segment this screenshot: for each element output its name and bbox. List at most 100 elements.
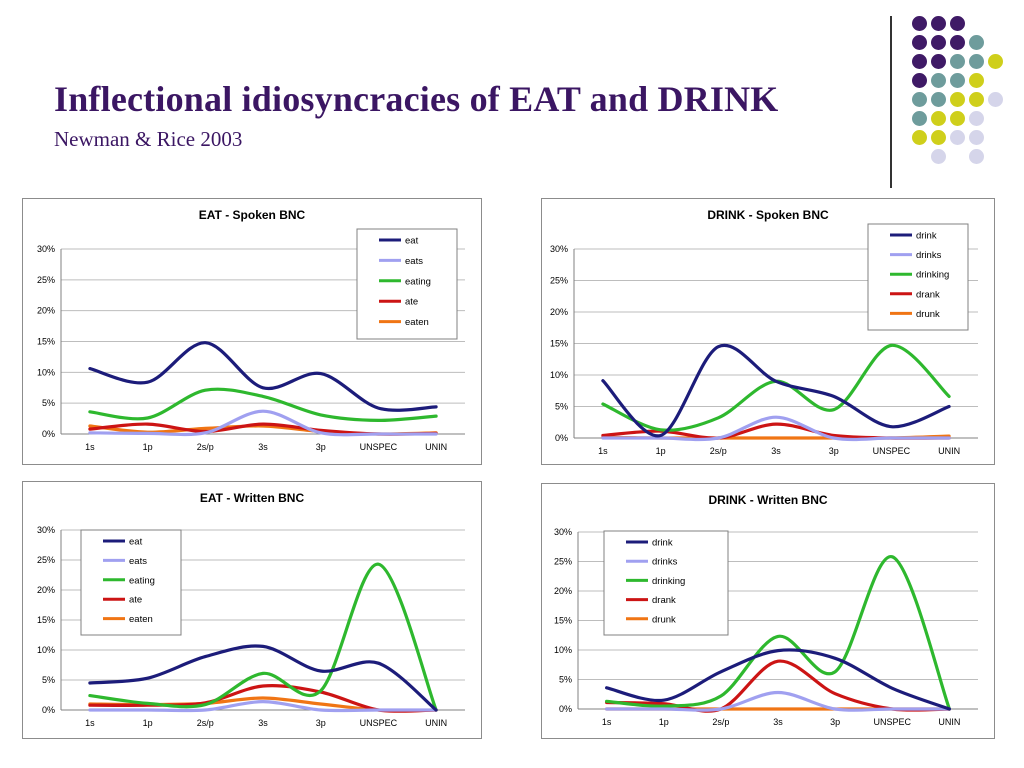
decorative-dot <box>931 92 946 107</box>
y-tick-label: 10% <box>37 367 55 377</box>
y-tick-label: 5% <box>559 675 572 685</box>
slide-subtitle: Newman & Rice 2003 <box>54 127 243 151</box>
x-tick-label: 1p <box>143 442 153 452</box>
y-tick-label: 0% <box>559 704 572 714</box>
chart-eat-written: EAT - Written BNC 0% 5% 10% 15% 20% 25% 30% 1s 1p… <box>22 481 482 739</box>
legend-label-ate: ate <box>129 595 142 606</box>
y-tick-label: 0% <box>42 705 55 715</box>
series-line-eat <box>88 644 438 712</box>
x-tick-label: 2s/p <box>197 718 214 728</box>
legend-label-drink: drink <box>652 538 673 549</box>
decorative-dot <box>931 54 946 69</box>
series-line-eats <box>88 409 438 437</box>
chart-title: DRINK - Spoken BNC <box>707 208 829 222</box>
x-tick-label: 1s <box>602 717 612 727</box>
decorative-dot <box>950 73 965 88</box>
legend-label-drunk: drunk <box>916 309 940 320</box>
series-line-eating <box>88 562 438 712</box>
decorative-dot <box>950 54 965 69</box>
y-tick-label: 20% <box>37 585 55 595</box>
y-tick-label: 25% <box>550 276 568 286</box>
x-tick-label: 1s <box>85 718 95 728</box>
decorative-dot <box>931 73 946 88</box>
x-tick-label: 3p <box>829 446 839 456</box>
chart-legend: drink drinks drinking drank drunk <box>867 223 969 331</box>
decorative-dot <box>950 92 965 107</box>
x-tick-label: 2s/p <box>197 442 214 452</box>
decorative-dot <box>950 111 965 126</box>
decorative-dot <box>912 54 927 69</box>
y-tick-label: 0% <box>555 433 568 443</box>
chart-eat-spoken: EAT - Spoken BNC 0% 5% 10% 15% 20% 25% 30% 1s 1p 2… <box>22 198 482 465</box>
y-tick-label: 30% <box>550 244 568 254</box>
decorative-dot <box>931 149 946 164</box>
y-tick-label: 15% <box>554 616 572 626</box>
legend-label-eats: eats <box>405 256 423 267</box>
decorative-dot <box>950 16 965 31</box>
y-tick-label: 5% <box>42 675 55 685</box>
x-tick-label: 3s <box>258 442 268 452</box>
x-tick-label: UNIN <box>425 718 447 728</box>
x-tick-label: 3s <box>258 718 268 728</box>
y-tick-label: 25% <box>37 555 55 565</box>
legend-box <box>603 530 729 636</box>
x-tick-label: UNIN <box>938 717 960 727</box>
y-tick-label: 25% <box>37 275 55 285</box>
legend-label-eats: eats <box>129 556 147 567</box>
y-tick-label: 10% <box>37 645 55 655</box>
decorative-dot <box>931 16 946 31</box>
x-tick-label: UNIN <box>425 442 447 452</box>
series-line-drinks <box>605 690 951 712</box>
decorative-dot <box>969 35 984 50</box>
chart-svg: EAT - Spoken BNC 0% 5% 10% 15% 20% 25% 30% 1s 1p 2… <box>37 208 465 452</box>
x-tick-label: 2s/p <box>710 446 727 456</box>
chart-legend: eat eats eating ate eaten <box>80 529 182 636</box>
decorative-dot <box>969 73 984 88</box>
x-tick-label: 1p <box>659 717 669 727</box>
legend-box <box>356 228 458 340</box>
legend-label-ate: ate <box>405 297 418 308</box>
legend-label-drinking: drinking <box>916 270 949 281</box>
y-tick-label: 30% <box>37 244 55 254</box>
legend-label-eaten: eaten <box>129 614 153 625</box>
chart-svg: EAT - Written BNC 0% 5% 10% 15% 20% 25% 30% 1s 1p… <box>37 491 465 728</box>
decorative-dot <box>969 54 984 69</box>
legend-label-drunk: drunk <box>652 614 676 625</box>
series-line-eat <box>88 341 438 412</box>
y-tick-label: 0% <box>42 429 55 439</box>
x-tick-label: 3p <box>830 717 840 727</box>
decorative-dot <box>950 35 965 50</box>
x-tick-label: UNSPEC <box>360 718 398 728</box>
legend-label-drank: drank <box>916 289 940 300</box>
legend-label-drinks: drinks <box>916 250 942 261</box>
decorative-dot <box>931 111 946 126</box>
x-tick-label: 3p <box>316 718 326 728</box>
decorative-dot <box>988 92 1003 107</box>
x-tick-label: 3s <box>773 717 783 727</box>
x-tick-label: 1p <box>143 718 153 728</box>
decorative-dot <box>969 149 984 164</box>
decorative-dot <box>969 111 984 126</box>
decorative-dot <box>912 130 927 145</box>
decorative-dot <box>950 130 965 145</box>
x-tick-label: 1s <box>598 446 608 456</box>
y-tick-label: 15% <box>550 339 568 349</box>
decorative-dot <box>912 35 927 50</box>
chart-legend: drink drinks drinking drank drunk <box>603 530 729 636</box>
chart-legend: eat eats eating ate eaten <box>356 228 458 340</box>
x-tick-label: UNIN <box>938 446 960 456</box>
legend-label-drank: drank <box>652 595 676 606</box>
x-tick-label: 1p <box>656 446 666 456</box>
series-line-drink <box>601 343 951 438</box>
y-tick-label: 20% <box>37 306 55 316</box>
legend-label-drinks: drinks <box>652 557 678 568</box>
decorative-dot <box>912 111 927 126</box>
x-tick-label: UNSPEC <box>874 717 912 727</box>
chart-title: EAT - Spoken BNC <box>199 208 306 222</box>
x-tick-label: 3p <box>316 442 326 452</box>
decorative-dot <box>931 130 946 145</box>
y-tick-label: 20% <box>554 586 572 596</box>
y-tick-label: 30% <box>554 527 572 537</box>
x-tick-label: 3s <box>771 446 781 456</box>
legend-label-drinking: drinking <box>652 576 685 587</box>
